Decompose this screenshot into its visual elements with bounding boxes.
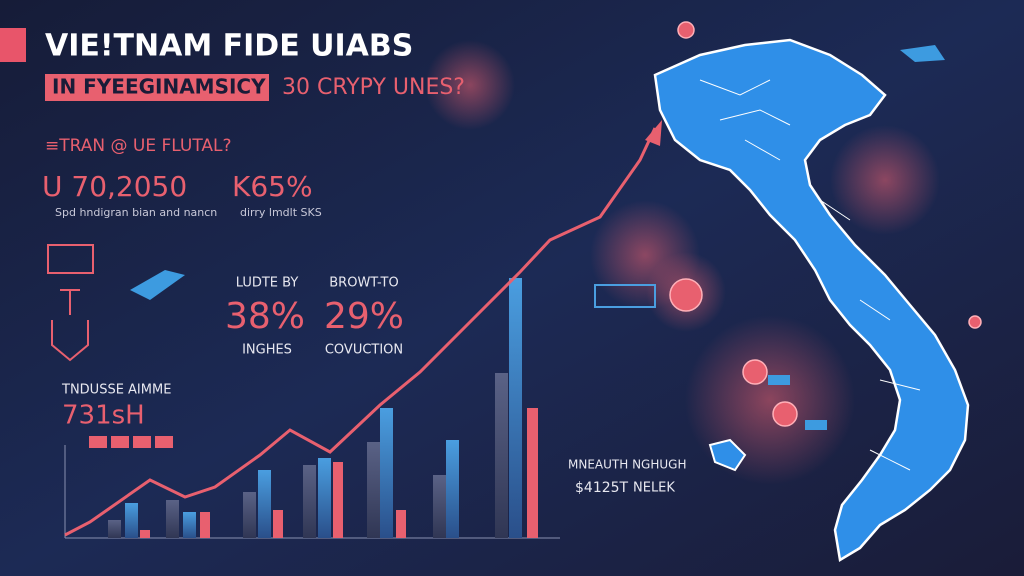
map: [653, 38, 970, 563]
kpi-label: TNDUSSE AIMME: [61, 383, 171, 398]
metric-label: BROWT-TO: [329, 276, 398, 291]
footer-note: NELEK: [633, 481, 675, 496]
trend-line: [64, 127, 657, 537]
metric-value: 29%: [324, 296, 404, 337]
metric-caption: COVUCTION: [325, 343, 403, 358]
subtitle-badge: [45, 74, 269, 101]
title: VIE!TNAM FIDE UIABS: [45, 29, 413, 64]
icon-plane: [900, 45, 945, 62]
trend-arrow: [645, 120, 662, 146]
accent-bar: [0, 28, 26, 62]
map-borders: [699, 79, 921, 471]
subtitle: IN FYEEGINAMSICY: [52, 75, 266, 99]
stat-value: U 70,2050: [42, 170, 187, 203]
footer-label: MNEAUTH NGHUGH: [568, 458, 686, 472]
badge: [768, 375, 790, 385]
building-icon: [594, 284, 656, 308]
metric-value: 38%: [225, 296, 305, 337]
nodes: [669, 21, 982, 427]
subtitle-tag: 30 CRYPY UNES?: [282, 75, 465, 100]
icon-plane: [130, 270, 185, 300]
footer-value: $4125T: [575, 480, 629, 496]
map-island: [708, 438, 747, 472]
stat-value: K65%: [232, 170, 313, 203]
metric-label: LUDTE BY: [236, 276, 299, 291]
section-label: ≡TRAN @ UE FLUTAL?: [45, 136, 232, 156]
stat-caption: Spd hndigran bian and nancn: [55, 206, 217, 219]
bars: [108, 278, 538, 538]
metric-caption: INGHES: [242, 343, 292, 358]
badge: [805, 420, 827, 430]
stat-caption: dirry lmdlt SKS: [240, 206, 322, 219]
kpi-value: 731sH: [62, 401, 145, 431]
icons: [47, 244, 173, 448]
